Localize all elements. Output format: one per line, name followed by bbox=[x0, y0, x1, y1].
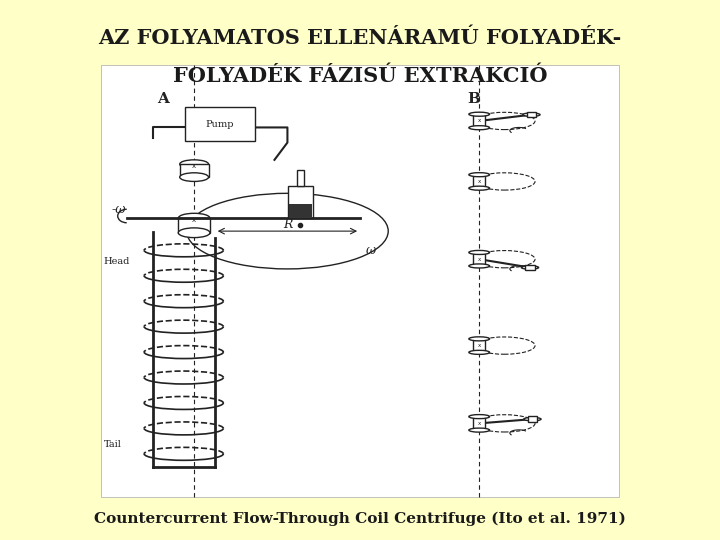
Ellipse shape bbox=[180, 160, 209, 168]
Ellipse shape bbox=[180, 173, 209, 181]
Bar bbox=[474, 175, 485, 188]
Text: x: x bbox=[477, 179, 481, 184]
FancyBboxPatch shape bbox=[185, 107, 255, 141]
Bar bbox=[474, 339, 485, 353]
Text: FOLYADÉK FÁZISÚ EXTRAKCIÓ: FOLYADÉK FÁZISÚ EXTRAKCIÓ bbox=[173, 65, 547, 86]
Text: R: R bbox=[283, 218, 292, 231]
FancyBboxPatch shape bbox=[297, 170, 304, 186]
Text: ω: ω bbox=[365, 244, 376, 257]
Text: Pump: Pump bbox=[206, 120, 234, 129]
Text: Tail: Tail bbox=[104, 441, 121, 449]
Ellipse shape bbox=[469, 428, 490, 432]
Text: x: x bbox=[477, 256, 481, 262]
Bar bbox=[527, 112, 536, 117]
Text: -ω: -ω bbox=[112, 203, 126, 216]
Ellipse shape bbox=[469, 186, 490, 190]
Bar bbox=[474, 252, 485, 266]
Ellipse shape bbox=[469, 251, 490, 254]
Text: Countercurrent Flow-Through Coil Centrifuge (Ito et al. 1971): Countercurrent Flow-Through Coil Centrif… bbox=[94, 511, 626, 525]
Ellipse shape bbox=[469, 173, 490, 177]
Bar bbox=[528, 416, 537, 422]
Text: AZ FOLYAMATOS ELLENÁRAMÚ FOLYADÉK-: AZ FOLYAMATOS ELLENÁRAMÚ FOLYADÉK- bbox=[99, 28, 621, 48]
Text: x: x bbox=[192, 163, 196, 169]
FancyBboxPatch shape bbox=[289, 204, 312, 217]
Ellipse shape bbox=[469, 112, 490, 116]
Ellipse shape bbox=[521, 266, 539, 269]
Text: x: x bbox=[477, 343, 481, 348]
Text: A: A bbox=[157, 92, 169, 106]
Ellipse shape bbox=[469, 126, 490, 130]
Ellipse shape bbox=[523, 113, 540, 116]
Ellipse shape bbox=[469, 337, 490, 341]
Ellipse shape bbox=[469, 264, 490, 268]
Text: x: x bbox=[477, 118, 481, 124]
FancyBboxPatch shape bbox=[288, 186, 313, 218]
Bar bbox=[474, 114, 485, 127]
Ellipse shape bbox=[469, 350, 490, 354]
Bar bbox=[474, 417, 485, 430]
Ellipse shape bbox=[469, 415, 490, 419]
Text: Head: Head bbox=[104, 257, 130, 266]
Bar bbox=[526, 265, 534, 270]
Bar bbox=[179, 218, 210, 233]
Text: x: x bbox=[192, 217, 196, 223]
Text: B: B bbox=[467, 92, 480, 106]
Ellipse shape bbox=[179, 228, 210, 238]
Text: x: x bbox=[477, 421, 481, 426]
FancyBboxPatch shape bbox=[101, 65, 619, 497]
Bar bbox=[180, 164, 209, 177]
Ellipse shape bbox=[179, 213, 210, 223]
Ellipse shape bbox=[523, 417, 541, 421]
